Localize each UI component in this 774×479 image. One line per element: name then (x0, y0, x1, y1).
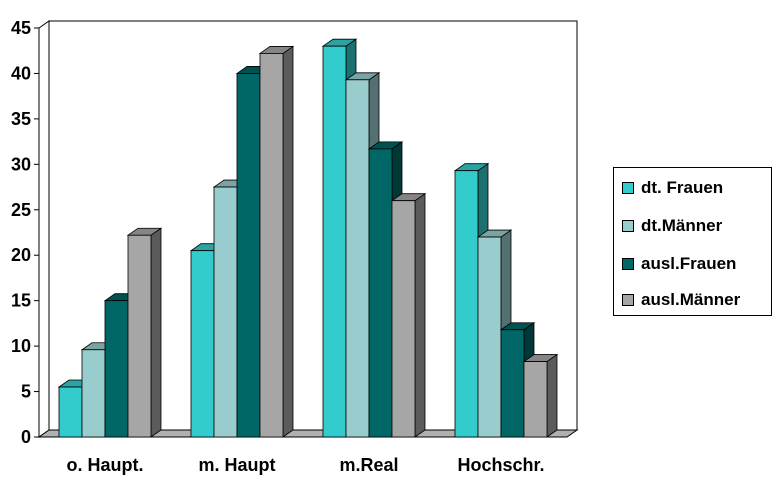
y-tick-label: 40 (11, 63, 31, 83)
bar-side (546, 353, 558, 438)
y-tick-label: 25 (11, 200, 31, 220)
bar-front (368, 148, 393, 438)
bar-front (213, 186, 238, 438)
chart-walls (37, 20, 579, 438)
side-wall (38, 20, 50, 438)
y-tick-label: 35 (11, 109, 31, 129)
legend-swatch (622, 258, 634, 270)
legend-item-dt-frauen: dt. Frauen (622, 177, 723, 199)
bars (57, 38, 559, 438)
bar (258, 45, 295, 438)
x-tick-label: o. Haupt. (67, 455, 144, 475)
legend-swatch (622, 294, 634, 306)
bar-front (500, 329, 525, 438)
bar-front (190, 250, 215, 438)
bar-side (150, 227, 162, 438)
legend-swatch (622, 182, 634, 194)
y-tick-label: 0 (21, 427, 31, 447)
x-tick-label: m.Real (339, 455, 398, 475)
y-tick-label: 15 (11, 291, 31, 311)
y-axis-ticks: 0 5 10 15 20 25 30 35 40 45 (11, 18, 40, 447)
bar-front (104, 300, 129, 438)
bar (390, 192, 427, 438)
legend: dt. Frauen dt.Männer ausl.Frauen ausl.Mä… (613, 167, 772, 316)
bar (126, 227, 163, 438)
x-tick-label: Hochschr. (457, 455, 544, 475)
bar-front (81, 349, 106, 438)
bar-front (345, 79, 370, 438)
bar-front (322, 45, 347, 438)
y-tick-label: 10 (11, 336, 31, 356)
y-tick-label: 20 (11, 245, 31, 265)
y-tick-label: 30 (11, 154, 31, 174)
bar-side (282, 45, 294, 438)
x-tick-label: m. Haupt (198, 455, 275, 475)
legend-item-ausl-maenner: ausl.Männer (622, 289, 740, 311)
bar-front (523, 361, 548, 438)
bar-front (127, 234, 152, 438)
bar-front (259, 53, 284, 438)
bar-side (414, 192, 426, 438)
x-axis-labels: o. Haupt. m. Haupt m.Real Hochschr. (67, 455, 545, 475)
legend-item-ausl-frauen: ausl.Frauen (622, 253, 736, 275)
bar-front (477, 236, 502, 438)
bar-front (236, 73, 261, 438)
legend-label: dt.Männer (641, 216, 723, 235)
bar-front (454, 170, 479, 438)
y-tick-label: 45 (11, 18, 31, 38)
legend-swatch (622, 220, 634, 232)
bar-front (391, 200, 416, 438)
y-tick-label: 5 (21, 382, 31, 402)
legend-label: ausl.Männer (641, 290, 741, 309)
legend-label: ausl.Frauen (641, 254, 737, 273)
bar-front (58, 386, 83, 438)
bar (522, 353, 559, 438)
legend-item-dt-maenner: dt.Männer (622, 215, 722, 237)
legend-label: dt. Frauen (641, 178, 724, 197)
